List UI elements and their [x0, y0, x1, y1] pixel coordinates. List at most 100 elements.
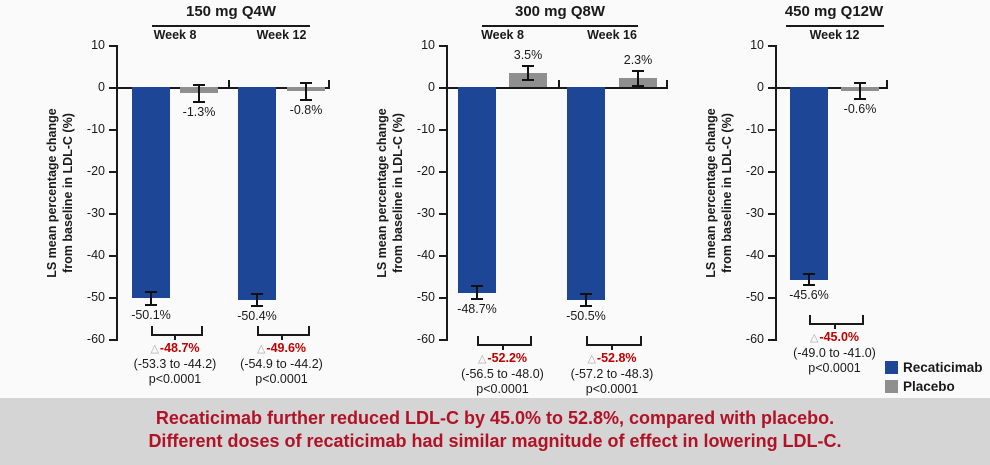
error-bar-cap	[632, 69, 644, 72]
dose-panel-3: 450 mg Q12W 10 0 -10 -20 -30 -40 -50 -60 LS mean …	[704, 3, 888, 375]
ci-range: (-49.0 to -41.0)	[793, 346, 876, 360]
bar-recaticimab	[458, 87, 496, 293]
panel-title-underline	[152, 25, 310, 27]
zero-tick	[228, 80, 230, 87]
error-bar-cap	[471, 297, 483, 300]
y-tick-label: -50	[86, 290, 105, 304]
error-bar-cap	[251, 304, 263, 307]
value-label-recaticimab: -48.7%	[457, 301, 497, 316]
y-tick-label: -20	[745, 164, 764, 178]
error-bar-cap	[803, 273, 815, 276]
value-label-recaticimab: -45.6%	[789, 287, 829, 302]
panel-title-underline	[786, 25, 884, 27]
value-label-placebo: 3.5%	[513, 48, 543, 63]
banner-line-1: Recaticimab further reduced LDL-C by 45.…	[155, 408, 835, 428]
week-label: Week 12	[256, 28, 307, 42]
y-tick	[439, 339, 446, 341]
error-bar-cap	[632, 84, 644, 87]
error-bar	[256, 293, 258, 306]
y-tick	[109, 297, 116, 299]
delta-line: △-49.6%	[204, 341, 360, 357]
y-tick-label: -50	[416, 290, 435, 304]
y-tick	[109, 213, 116, 215]
y-tick	[768, 339, 775, 341]
y-tick	[109, 339, 116, 341]
legend-label-recaticimab: Recaticimab	[903, 360, 983, 375]
y-tick-label: -20	[416, 164, 435, 178]
value-label-placebo: 2.3%	[623, 52, 653, 67]
panel-title: 300 mg Q8W	[514, 3, 606, 20]
y-tick	[109, 171, 116, 173]
y-tick	[109, 255, 116, 257]
legend-swatch-placebo-icon	[885, 380, 898, 393]
delta-triangle-icon: △	[477, 353, 487, 365]
y-tick-label: -10	[416, 122, 435, 136]
delta-triangle-icon: △	[587, 353, 596, 365]
error-bar	[476, 286, 478, 299]
week-label: Week 8	[481, 28, 524, 42]
y-axis-line	[775, 45, 777, 341]
error-bar	[585, 294, 587, 306]
delta-triangle-icon: △	[256, 343, 266, 355]
y-axis-line	[116, 45, 118, 341]
error-bar-cap	[193, 101, 205, 104]
y-tick	[439, 297, 446, 299]
error-bar-cap	[854, 97, 866, 100]
y-tick	[439, 129, 446, 131]
value-label-placebo: -0.6%	[843, 101, 877, 116]
dose-panel-1: 150 mg Q4W 10 0 -10 -20 -30 -40 -50 -60 LS mean p…	[45, 3, 360, 387]
p-value: p<0.0001	[808, 361, 861, 375]
comparison-annotation: △-49.6% (-54.9 to -44.2) p<0.0001	[204, 341, 360, 387]
y-tick-label: -50	[745, 290, 764, 304]
y-tick-label: -30	[416, 206, 435, 220]
bar-recaticimab	[567, 87, 605, 301]
zero-tick	[558, 80, 560, 87]
y-tick-label: 0	[98, 80, 105, 94]
dose-panel-2: 300 mg Q8W 10 0 -10 -20 -30 -40 -50 -60 LS mean p…	[375, 3, 668, 396]
delta-value: -48.7%	[159, 341, 200, 355]
y-tick-label: -40	[745, 248, 764, 262]
y-tick	[768, 45, 775, 47]
legend-swatch-recaticimab-icon	[885, 361, 898, 374]
bracket-center-tick	[611, 344, 613, 350]
bar-recaticimab	[238, 87, 276, 300]
comparison-bracket	[477, 336, 532, 346]
ci-range: (-56.5 to -48.0)	[461, 367, 544, 381]
bar-recaticimab	[132, 87, 170, 299]
delta-line: △-52.2%	[425, 351, 581, 367]
value-label-placebo: -0.8%	[289, 102, 323, 117]
y-tick-label: -10	[86, 122, 105, 136]
error-bar	[305, 82, 307, 100]
bracket-center-tick	[174, 334, 176, 340]
ci-range: (-54.9 to -44.2)	[240, 357, 323, 371]
panel-title: 450 mg Q12W	[784, 3, 884, 20]
legend: Recaticimab Placebo	[885, 360, 983, 394]
delta-line: △-48.7%	[97, 341, 253, 357]
error-bar	[637, 70, 639, 86]
y-tick	[768, 129, 775, 131]
zero-line	[448, 87, 668, 89]
value-label-recaticimab: -50.1%	[131, 307, 171, 322]
y-tick-label: -60	[86, 332, 105, 346]
week-label: Week 12	[809, 28, 860, 42]
week-label: Week 16	[587, 28, 637, 42]
y-tick-label: -60	[745, 332, 764, 346]
y-axis-line	[446, 45, 448, 341]
y-tick-label: -60	[416, 332, 435, 346]
error-bar-cap	[145, 303, 157, 306]
value-label-placebo: -1.3%	[182, 105, 216, 120]
y-tick-label: -30	[86, 206, 105, 220]
error-bar-cap	[522, 79, 534, 82]
zero-tick	[328, 80, 330, 87]
error-bar-cap	[193, 83, 205, 86]
y-tick-label: 10	[421, 38, 435, 52]
zero-line	[118, 87, 330, 89]
ci-range: (-53.3 to -44.2)	[133, 357, 217, 371]
y-tick-label: 0	[757, 80, 764, 94]
bracket-center-tick	[280, 334, 283, 340]
error-bar	[198, 84, 200, 103]
error-bar-cap	[522, 65, 534, 68]
comparison-bracket	[257, 326, 310, 336]
summary-banner: Recaticimab further reduced LDL-C by 45.…	[0, 398, 990, 465]
y-tick	[768, 87, 775, 89]
